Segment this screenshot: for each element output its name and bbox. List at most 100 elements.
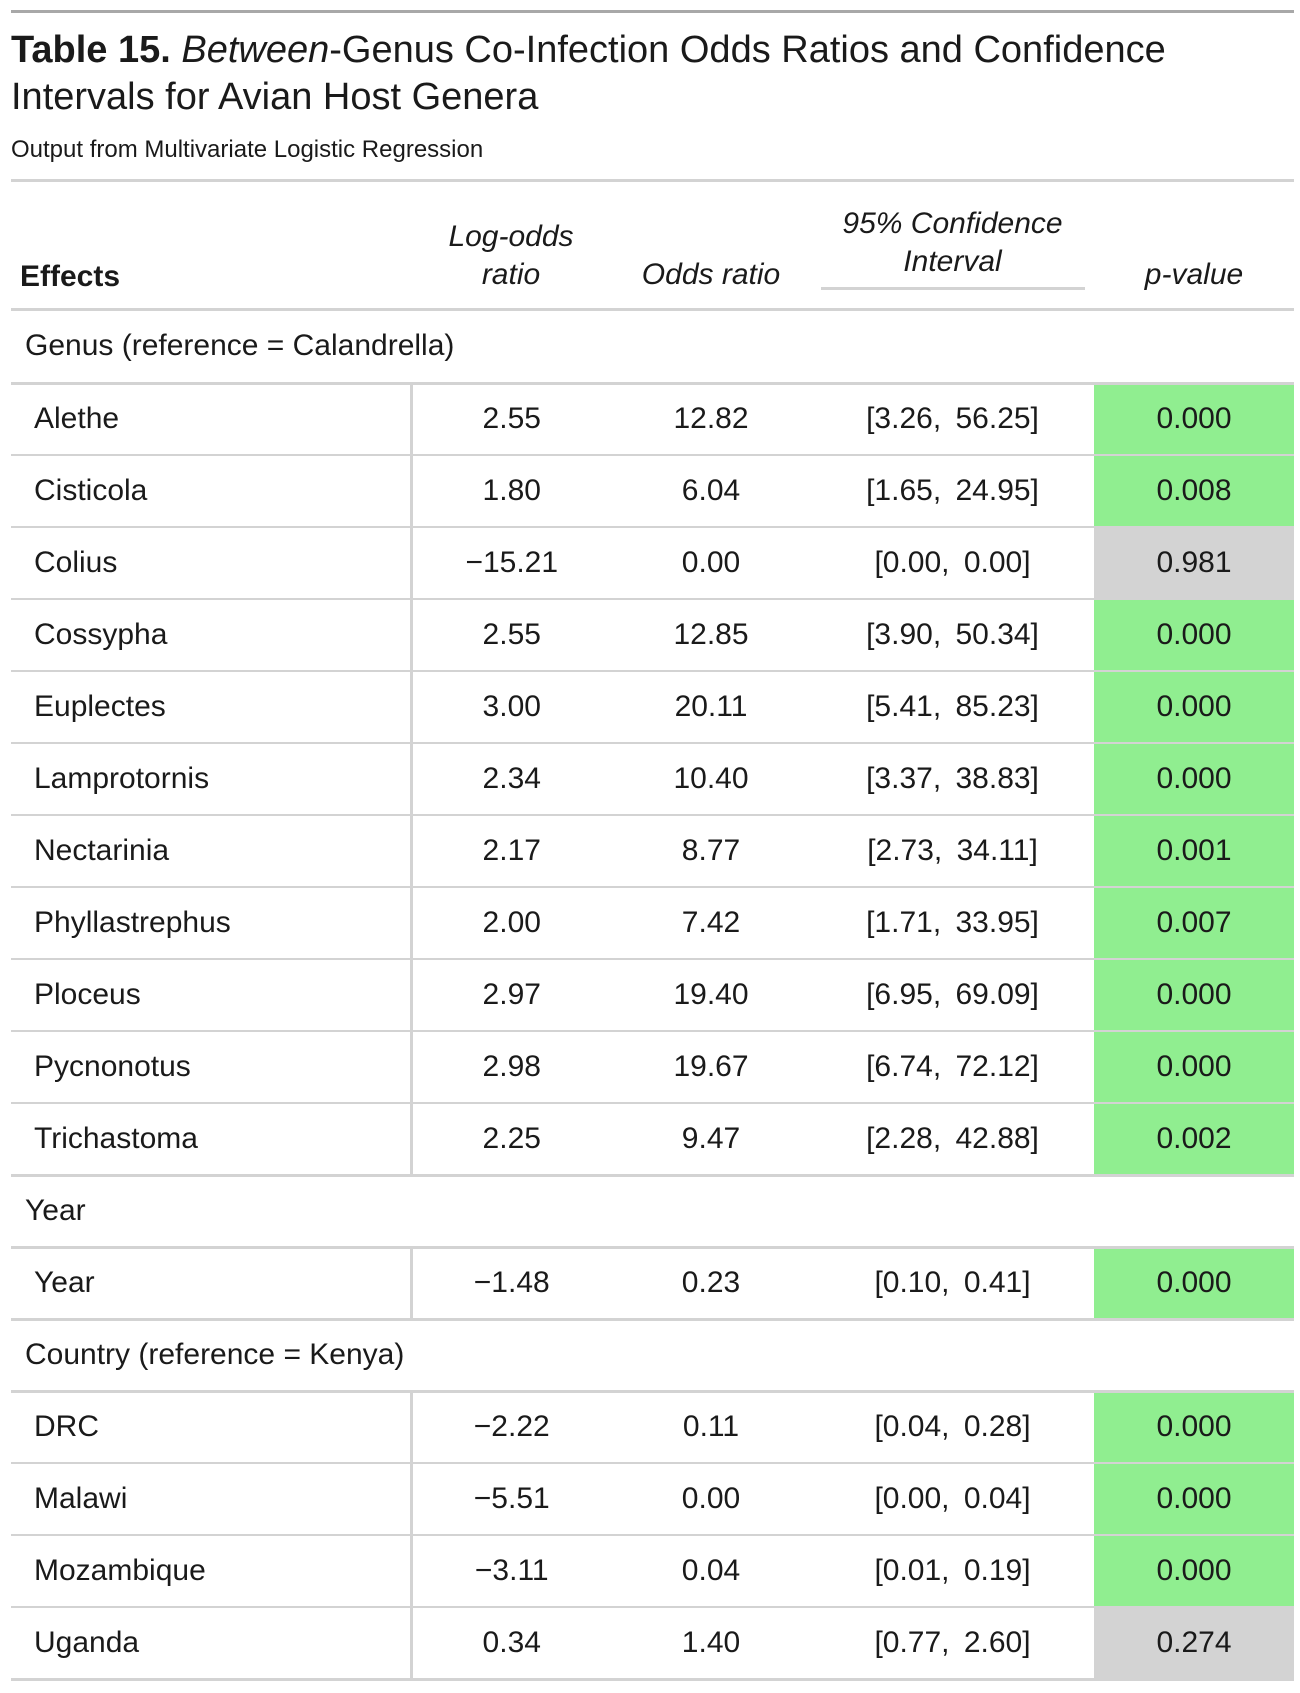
effect-cell: Phyllastrephus — [11, 887, 413, 960]
p-value-cell: 0.000 — [1094, 671, 1294, 744]
ci-spanner-rule — [820, 287, 1085, 290]
odds-ratio-cell: 0.04 — [611, 1535, 811, 1608]
confidence-interval-cell: [5.41, 85.23] — [811, 671, 1094, 744]
p-value-cell: 0.000 — [1094, 383, 1294, 456]
log-odds-cell: −5.51 — [411, 1463, 611, 1536]
log-odds-cell: 2.98 — [411, 1031, 611, 1104]
p-value-cell: 0.000 — [1094, 1391, 1294, 1464]
confidence-interval-cell: [0.77, 2.60] — [811, 1607, 1094, 1681]
effect-cell: Year — [11, 1247, 413, 1321]
p-value-cell: 0.002 — [1094, 1103, 1294, 1177]
group-label: Genus (reference = Calandrella) — [11, 311, 1294, 385]
log-odds-line2: ratio — [481, 258, 541, 291]
effect-cell: Cisticola — [11, 455, 413, 528]
log-odds-cell: 2.34 — [411, 743, 611, 816]
confidence-interval-cell: [3.90, 50.34] — [811, 599, 1094, 672]
header-rule — [11, 308, 1294, 311]
log-odds-cell: 0.34 — [411, 1607, 611, 1681]
p-value-cell: 0.001 — [1094, 815, 1294, 888]
log-odds-cell: −3.11 — [411, 1535, 611, 1608]
log-odds-cell: 2.17 — [411, 815, 611, 888]
ci-spanner-label: 95% Confidence Interval — [821, 205, 1085, 287]
odds-ratio-cell: 0.00 — [611, 1463, 811, 1536]
table-row: Cossypha 2.55 12.85 [3.90, 50.34] 0.000 — [11, 599, 1294, 672]
confidence-interval-cell: [6.95, 69.09] — [811, 959, 1094, 1032]
table-row: Uganda 0.34 1.40 [0.77, 2.60] 0.274 — [11, 1607, 1294, 1681]
odds-ratio-cell: 10.40 — [611, 743, 811, 816]
table-row: Euplectes 3.00 20.11 [5.41, 85.23] 0.000 — [11, 671, 1294, 744]
confidence-interval-cell: [2.73, 34.11] — [811, 815, 1094, 888]
confidence-interval-cell: [1.71, 33.95] — [811, 887, 1094, 960]
p-value-cell: 0.000 — [1094, 1535, 1294, 1608]
ci-spanner: 95% Confidence Interval — [820, 205, 1085, 294]
col-header-log-odds: Log-odds ratio — [411, 182, 611, 308]
log-odds-cell: 1.80 — [411, 455, 611, 528]
table-row: DRC −2.22 0.11 [0.04, 0.28] 0.000 — [11, 1391, 1294, 1464]
odds-ratio-cell: 12.82 — [611, 383, 811, 456]
table-row: Colius −15.21 0.00 [0.00, 0.00] 0.981 — [11, 527, 1294, 600]
ci-line1: 95% Confidence — [842, 207, 1063, 240]
col-header-p-value: p-value — [1144, 258, 1244, 291]
odds-ratio-cell: 8.77 — [611, 815, 811, 888]
effect-cell: Nectarinia — [11, 815, 413, 888]
group-row: Year — [11, 1175, 1294, 1249]
odds-ratio-cell: 0.11 — [611, 1391, 811, 1464]
table-row: Trichastoma 2.25 9.47 [2.28, 42.88] 0.002 — [11, 1103, 1294, 1177]
log-odds-cell: 2.25 — [411, 1103, 611, 1177]
confidence-interval-cell: [1.65, 24.95] — [811, 455, 1094, 528]
odds-ratio-cell: 1.40 — [611, 1607, 811, 1681]
odds-ratio-cell: 0.00 — [611, 527, 811, 600]
confidence-interval-cell: [2.28, 42.88] — [811, 1103, 1094, 1177]
col-header-odds-ratio: Odds ratio — [641, 258, 781, 291]
odds-ratio-cell: 9.47 — [611, 1103, 811, 1177]
log-odds-cell: 2.55 — [411, 383, 611, 456]
effect-cell: Cossypha — [11, 599, 413, 672]
log-odds-cell: −15.21 — [411, 527, 611, 600]
title-italic: Between — [181, 29, 330, 71]
table-row: Year −1.48 0.23 [0.10, 0.41] 0.000 — [11, 1247, 1294, 1321]
table-row: Ploceus 2.97 19.40 [6.95, 69.09] 0.000 — [11, 959, 1294, 1032]
confidence-interval-cell: [0.10, 0.41] — [811, 1247, 1094, 1321]
p-value-cell: 0.000 — [1094, 1463, 1294, 1536]
table-row: Cisticola 1.80 6.04 [1.65, 24.95] 0.008 — [11, 455, 1294, 528]
effect-cell: Pycnonotus — [11, 1031, 413, 1104]
table-page: Table 15. Between-Genus Co-Infection Odd… — [11, 0, 1294, 1681]
group-row: Genus (reference = Calandrella) — [11, 311, 1294, 385]
title-rule — [11, 179, 1294, 182]
table-row: Malawi −5.51 0.00 [0.00, 0.04] 0.000 — [11, 1463, 1294, 1536]
odds-ratio-cell: 6.04 — [611, 455, 811, 528]
table-label: Table 15. — [11, 29, 171, 71]
confidence-interval-cell: [0.00, 0.04] — [811, 1463, 1094, 1536]
p-value-cell: 0.000 — [1094, 1031, 1294, 1104]
group-row: Country (reference = Kenya) — [11, 1319, 1294, 1393]
log-odds-cell: 2.97 — [411, 959, 611, 1032]
confidence-interval-cell: [0.04, 0.28] — [811, 1391, 1094, 1464]
table-subtitle: Output from Multivariate Logistic Regres… — [11, 136, 484, 163]
odds-ratio-cell: 12.85 — [611, 599, 811, 672]
table-row: Alethe 2.55 12.82 [3.26, 56.25] 0.000 — [11, 383, 1294, 456]
group-label: Year — [11, 1175, 1294, 1249]
confidence-interval-cell: [3.37, 38.83] — [811, 743, 1094, 816]
effect-cell: Mozambique — [11, 1535, 413, 1608]
top-rule — [11, 10, 1294, 13]
effect-cell: Alethe — [11, 383, 413, 456]
odds-ratio-cell: 20.11 — [611, 671, 811, 744]
table-header: Effects Log-odds ratio Odds ratio 95% Co… — [11, 182, 1294, 311]
col-header-effects: Effects — [20, 260, 121, 293]
effect-cell: Euplectes — [11, 671, 413, 744]
p-value-cell: 0.000 — [1094, 599, 1294, 672]
odds-ratio-cell: 19.67 — [611, 1031, 811, 1104]
table-row: Nectarinia 2.17 8.77 [2.73, 34.11] 0.001 — [11, 815, 1294, 888]
effect-cell: Colius — [11, 527, 413, 600]
effect-cell: Malawi — [11, 1463, 413, 1536]
odds-ratio-cell: 0.23 — [611, 1247, 811, 1321]
p-value-cell: 0.274 — [1094, 1607, 1294, 1681]
table-row: Phyllastrephus 2.00 7.42 [1.71, 33.95] 0.007 — [11, 887, 1294, 960]
log-odds-cell: −1.48 — [411, 1247, 611, 1321]
table-row: Lamprotornis 2.34 10.40 [3.37, 38.83] 0.000 — [11, 743, 1294, 816]
effect-cell: Ploceus — [11, 959, 413, 1032]
odds-ratio-table: Effects Log-odds ratio Odds ratio 95% Co… — [11, 182, 1294, 1681]
confidence-interval-cell: [0.00, 0.00] — [811, 527, 1094, 600]
p-value-cell: 0.000 — [1094, 959, 1294, 1032]
effect-cell: Uganda — [11, 1607, 413, 1681]
